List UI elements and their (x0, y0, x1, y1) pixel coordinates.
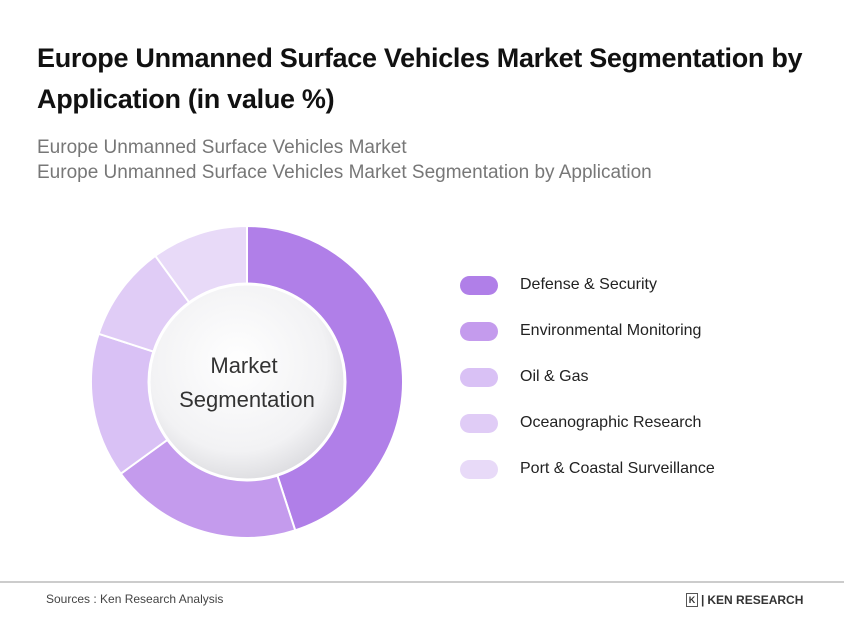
legend-label: Port & Coastal Surveillance (520, 460, 715, 477)
logo-icon: K (686, 593, 698, 607)
legend-swatch (460, 321, 498, 341)
center-label-line2: Segmentation (179, 387, 315, 412)
sources-note: Sources : Ken Research Analysis (46, 592, 224, 606)
legend-item: Environmental Monitoring (460, 308, 715, 354)
legend-label: Oceanographic Research (520, 414, 702, 431)
center-label-line1: Market (210, 353, 277, 378)
chart-subtitle: Europe Unmanned Surface Vehicles Market (37, 137, 407, 158)
legend-swatch (460, 413, 498, 433)
ken-research-logo: K | KEN RESEARCH (686, 593, 803, 607)
logo-text: KEN RESEARCH (707, 593, 804, 607)
legend-item: Oil & Gas (460, 354, 715, 400)
legend-label: Defense & Security (520, 276, 657, 293)
legend-swatch (460, 459, 498, 479)
legend-item: Port & Coastal Surveillance (460, 446, 715, 492)
legend-item: Oceanographic Research (460, 400, 715, 446)
chart-title: Europe Unmanned Surface Vehicles Market … (37, 43, 803, 114)
legend: Defense & Security Environmental Monitori… (460, 262, 715, 492)
donut-center (147, 282, 347, 482)
legend-swatch (460, 275, 498, 295)
legend-swatch (460, 367, 498, 387)
legend-label: Environmental Monitoring (520, 322, 702, 339)
donut-chart: Market Segmentation (90, 224, 404, 539)
legend-label: Oil & Gas (520, 368, 589, 385)
chart-subtitle-2: Europe Unmanned Surface Vehicles Market … (37, 162, 652, 183)
legend-item: Defense & Security (460, 262, 715, 308)
footer-divider (0, 581, 844, 583)
